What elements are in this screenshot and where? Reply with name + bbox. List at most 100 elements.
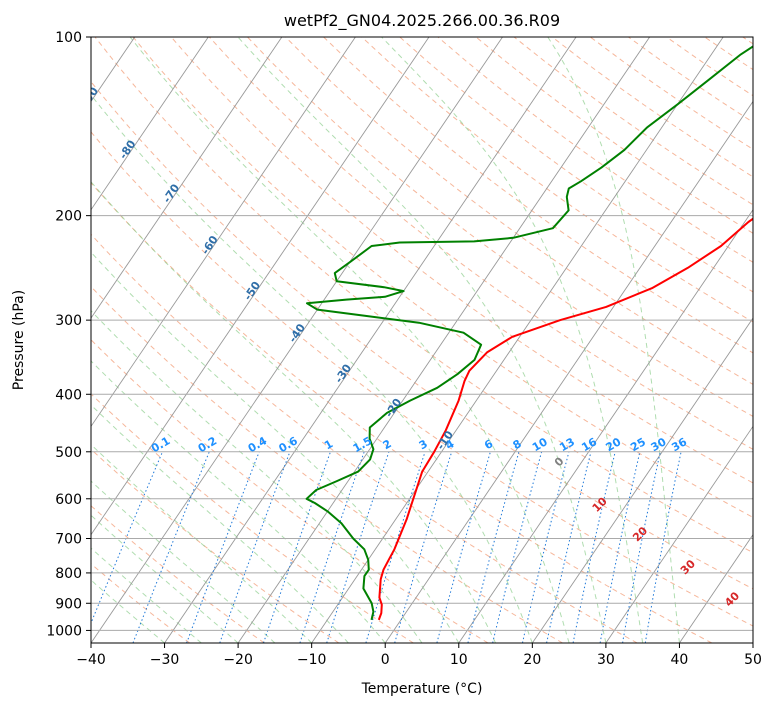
isotherm — [91, 37, 503, 643]
isotherm — [237, 37, 651, 643]
mixing-ratio-line — [522, 451, 570, 643]
y-tick-label: 200 — [55, 209, 82, 225]
mixing-ratio-line — [132, 451, 210, 643]
isotherm — [458, 208, 753, 643]
mixing-ratio-line — [492, 451, 543, 643]
moist-adiabat — [381, 37, 644, 643]
dry-adiabat — [132, 37, 753, 518]
isotherm — [164, 37, 577, 643]
moist-adiabat — [129, 37, 570, 643]
y-tick-label: 400 — [55, 387, 82, 403]
isotherm — [91, 37, 430, 536]
plot-frame — [90, 36, 754, 644]
isotherm-label: -40 — [286, 321, 308, 345]
y-tick-label: 100 — [55, 30, 82, 46]
temperature-profile-line — [377, 217, 753, 621]
dewpoint-series — [305, 45, 753, 621]
moist-adiabat — [91, 310, 423, 643]
moist-adiabat — [237, 37, 607, 643]
mixing-ratio-line — [263, 451, 331, 643]
isotherm — [91, 37, 356, 428]
dry-adiabat — [247, 37, 753, 417]
dry-adiabat — [91, 285, 563, 643]
dry-adiabat — [399, 37, 753, 293]
dry-adiabat — [208, 37, 753, 450]
dry-adiabat — [94, 37, 753, 554]
x-tick-label: −10 — [297, 652, 327, 668]
isotherm — [531, 317, 753, 643]
adiabat-label: 20 — [630, 524, 650, 544]
y-tick-label: 900 — [55, 596, 82, 612]
isotherm-label: -50 — [241, 279, 263, 303]
moist-adiabat — [91, 181, 497, 643]
isotherm — [605, 425, 753, 643]
y-tick-label: 1000 — [46, 623, 82, 639]
dry-adiabat — [666, 37, 753, 97]
dry-adiabat — [742, 37, 753, 45]
isotherm-label: -90 — [79, 84, 101, 108]
moist-adiabat — [91, 547, 202, 643]
moist-adiabat — [91, 94, 533, 643]
x-tick-label: 20 — [523, 652, 541, 668]
dry-adiabat — [91, 131, 753, 627]
x-axis: −40 −30 −20 −10 0 10 20 30 40 50 — [76, 643, 762, 668]
mixing-ratio-lines — [91, 451, 682, 643]
mixing-ratio-line — [186, 451, 260, 643]
x-tick-label: −20 — [223, 652, 253, 668]
mixing-ratio-line — [91, 451, 163, 625]
x-tick-label: 50 — [744, 652, 762, 668]
isotherm — [384, 100, 753, 643]
y-axis: 1000 900 800 700 600 500 400 300 200 100 — [46, 30, 91, 639]
y-tick-label: 500 — [55, 445, 82, 461]
y-tick-label: 600 — [55, 492, 82, 508]
mixing-ratio-label: 2 — [381, 437, 394, 452]
isotherm — [91, 37, 209, 211]
mixing-ratio-line — [622, 451, 661, 643]
x-axis-label: Temperature (°C) — [361, 681, 483, 697]
mixing-ratio-label: 3 — [417, 437, 430, 452]
x-tick-label: −40 — [76, 652, 106, 668]
moist-adiabat — [91, 514, 239, 643]
dry-adiabat — [285, 37, 753, 385]
mixing-ratio-line — [546, 451, 592, 643]
background-lines — [0, 37, 753, 643]
dry-adiabat — [323, 37, 753, 354]
dry-adiabat — [91, 80, 753, 590]
dry-adiabat — [91, 182, 713, 643]
isotherm-label: -80 — [117, 137, 139, 161]
moist-adiabat — [91, 251, 460, 643]
isotherm-label: -20 — [383, 396, 405, 420]
mixing-ratio-line — [219, 451, 291, 643]
isotherm-label: -30 — [332, 361, 354, 385]
isotherm — [679, 533, 753, 643]
adiabat-label: 30 — [678, 557, 698, 577]
isotherm — [752, 642, 753, 643]
dry-adiabat — [91, 233, 638, 643]
y-tick-label: 700 — [55, 532, 82, 548]
moist-adiabat — [91, 480, 276, 643]
mixing-ratio-line — [599, 451, 641, 643]
isotherm — [0, 37, 61, 643]
mixing-ratio-line — [394, 451, 453, 643]
dewpoint-profile-line — [305, 45, 753, 621]
mixing-ratio-line — [467, 451, 520, 643]
isotherm-label: -70 — [160, 181, 182, 205]
mixing-ratio-line — [572, 451, 616, 643]
dry-adiabat — [361, 37, 753, 323]
x-tick-label: 30 — [597, 652, 615, 668]
moist-adiabat — [91, 360, 386, 643]
x-tick-label: 40 — [671, 652, 689, 668]
mixing-ratio-line — [365, 451, 426, 643]
mixing-ratio-line — [436, 451, 491, 643]
y-axis-label: Pressure (hPa) — [11, 290, 27, 390]
dry-adiabat — [513, 37, 753, 206]
dry-adiabat — [704, 37, 753, 71]
dry-adiabat — [91, 393, 414, 643]
moist-adiabat — [91, 579, 165, 643]
x-tick-label: −30 — [150, 652, 180, 668]
mixing-ratio-line — [326, 451, 390, 643]
isotherm-label: -60 — [199, 233, 221, 257]
dry-adiabat — [437, 37, 753, 263]
chart-title: wetPf2_GN04.2025.266.00.36.R09 — [284, 11, 560, 31]
